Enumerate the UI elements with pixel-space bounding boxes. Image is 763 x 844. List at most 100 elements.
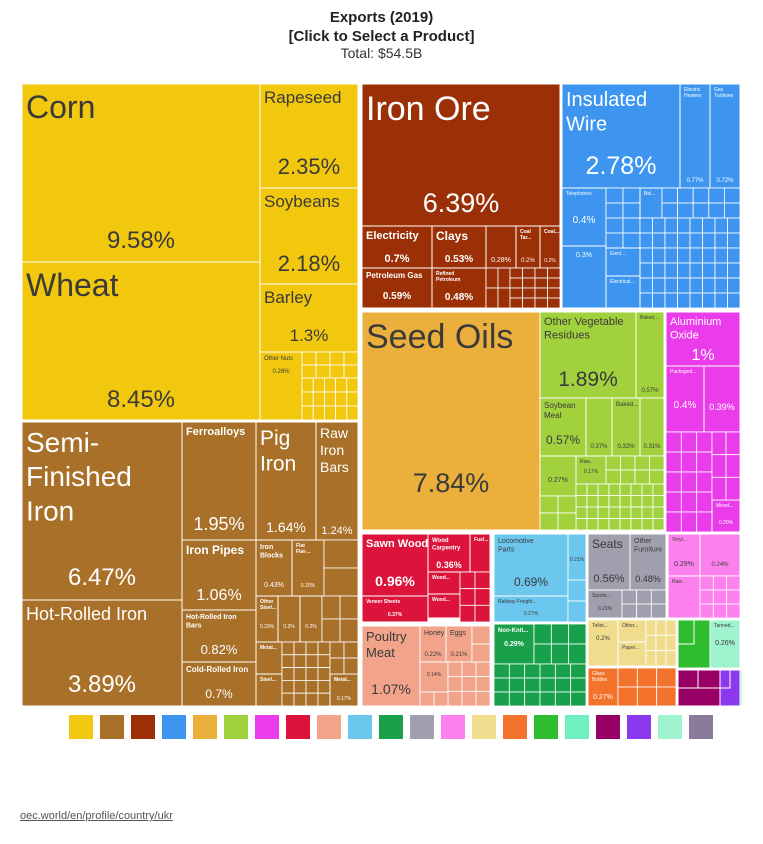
tile-rect[interactable] bbox=[665, 365, 705, 433]
tile-rect[interactable] bbox=[635, 311, 665, 399]
small-tile-plastics[interactable] bbox=[726, 589, 741, 605]
small-tile-chemical[interactable] bbox=[696, 491, 713, 513]
small-tile-transport[interactable] bbox=[567, 600, 587, 623]
small-tile-machines[interactable] bbox=[727, 262, 741, 279]
small-tile-food[interactable] bbox=[652, 483, 665, 496]
tile-eggs[interactable]: Eggs 0.21% bbox=[445, 625, 473, 663]
small-tile-food[interactable] bbox=[634, 455, 650, 471]
small-tile-machines[interactable] bbox=[708, 187, 725, 204]
small-tile-machines[interactable] bbox=[605, 202, 624, 219]
tile-rect[interactable] bbox=[291, 539, 325, 597]
tile-wood[interactable]: Wood... bbox=[427, 571, 461, 595]
small-tile-machines[interactable] bbox=[727, 232, 741, 249]
legend-swatch[interactable] bbox=[596, 715, 620, 739]
small-tile-machines[interactable] bbox=[724, 202, 741, 219]
small-tile-animal[interactable] bbox=[447, 690, 463, 707]
small-tile-metals[interactable] bbox=[305, 667, 319, 681]
small-tile-machines[interactable] bbox=[639, 232, 653, 249]
tile-rect[interactable] bbox=[361, 225, 433, 269]
small-tile-metals[interactable] bbox=[293, 680, 307, 694]
small-tile-minerals[interactable] bbox=[534, 287, 548, 299]
legend-swatch[interactable] bbox=[441, 715, 465, 739]
small-tile-machines[interactable] bbox=[692, 187, 710, 204]
small-tile-metals[interactable] bbox=[305, 641, 319, 656]
small-tile-food[interactable] bbox=[539, 495, 559, 514]
small-tile-machines[interactable] bbox=[652, 232, 666, 249]
tile-food-0-31[interactable]: 0.31% bbox=[639, 397, 665, 457]
small-tile-vegetable[interactable] bbox=[315, 351, 331, 366]
small-tile-chemical[interactable] bbox=[696, 451, 713, 473]
tile-metal[interactable]: Metal... bbox=[255, 641, 283, 675]
small-tile-food[interactable] bbox=[608, 483, 621, 496]
tile-machines-item[interactable]: 0.3% bbox=[561, 245, 607, 309]
small-tile-machines[interactable] bbox=[622, 232, 641, 249]
small-tile-instruments[interactable] bbox=[621, 589, 638, 605]
tile-animal-0-14[interactable]: 0.14% bbox=[419, 661, 449, 693]
small-tile-chemical[interactable] bbox=[680, 511, 698, 533]
small-tile-food[interactable] bbox=[575, 495, 588, 508]
small-tile-animal[interactable] bbox=[475, 661, 491, 678]
small-tile-plastics[interactable] bbox=[712, 589, 728, 605]
small-tile-metals[interactable] bbox=[281, 641, 295, 656]
small-tile-machines[interactable] bbox=[622, 187, 641, 204]
small-tile-machines[interactable] bbox=[622, 202, 641, 219]
tile-vinyl[interactable]: Vinyl... 0.29% bbox=[667, 533, 701, 577]
small-tile-food[interactable] bbox=[586, 506, 599, 519]
tile-hot-rolled-iron-bars[interactable]: Hot-Rolled Iron Bars 0.82% bbox=[181, 609, 257, 663]
tile-telephones[interactable]: Telephones 0.4% bbox=[561, 187, 607, 247]
small-tile-animal[interactable] bbox=[475, 676, 491, 692]
small-tile-minerals[interactable] bbox=[522, 297, 536, 309]
small-tile-vegetable[interactable] bbox=[312, 391, 325, 407]
tile-transport-0-21[interactable]: 0.21% bbox=[567, 533, 587, 581]
small-tile-purple[interactable] bbox=[677, 669, 699, 689]
small-tile-instruments[interactable] bbox=[650, 603, 667, 619]
small-tile-vegetable[interactable] bbox=[346, 405, 359, 421]
tile-rect[interactable] bbox=[255, 421, 317, 541]
tile-rect[interactable] bbox=[667, 575, 701, 619]
small-tile-purple[interactable] bbox=[677, 687, 721, 707]
small-tile-chemical[interactable] bbox=[696, 431, 713, 453]
tile-raw[interactable]: Raw... 0.17% bbox=[575, 455, 607, 485]
small-tile-food[interactable] bbox=[630, 506, 643, 519]
small-tile-chemical[interactable] bbox=[711, 431, 727, 456]
small-tile-metals[interactable] bbox=[329, 641, 345, 659]
select-product-link[interactable]: [Click to Select a Product] bbox=[288, 28, 475, 45]
small-tile-machines[interactable] bbox=[689, 247, 703, 264]
small-tile-metals[interactable] bbox=[317, 692, 331, 707]
small-tile-machines[interactable] bbox=[727, 247, 741, 264]
small-tile-machines[interactable] bbox=[639, 247, 653, 264]
small-tile-machines[interactable] bbox=[677, 292, 691, 309]
tile-rect[interactable] bbox=[605, 247, 641, 277]
small-tile-food[interactable] bbox=[641, 483, 654, 496]
small-tile-food[interactable] bbox=[619, 506, 632, 519]
small-tile-chemical[interactable] bbox=[696, 511, 713, 533]
small-tile-food[interactable] bbox=[649, 455, 665, 471]
small-tile-minerals[interactable] bbox=[509, 277, 523, 289]
small-tile-footwear[interactable] bbox=[656, 686, 677, 707]
small-tile-vegetable[interactable] bbox=[346, 391, 359, 407]
small-tile-food[interactable] bbox=[619, 483, 632, 496]
small-tile-textiles[interactable] bbox=[539, 663, 556, 679]
small-tile-vegetable[interactable] bbox=[312, 377, 325, 393]
small-tile-wood[interactable] bbox=[474, 588, 491, 606]
small-tile-machines[interactable] bbox=[714, 277, 728, 294]
tile-locomotive-parts[interactable]: Locomotive Parts 0.69% bbox=[493, 533, 569, 597]
tile-rect[interactable] bbox=[361, 625, 421, 707]
small-tile-minerals[interactable] bbox=[534, 267, 548, 279]
small-tile-metals[interactable] bbox=[343, 641, 359, 659]
small-tile-food[interactable] bbox=[557, 512, 577, 531]
small-tile-metals[interactable] bbox=[281, 654, 295, 668]
small-tile-metals[interactable] bbox=[339, 618, 359, 643]
small-tile-vegetable[interactable] bbox=[323, 391, 336, 407]
small-tile-minerals[interactable] bbox=[497, 287, 511, 309]
tile-other-furniture[interactable]: Other Furniture 0.48% bbox=[629, 533, 667, 591]
tile-barley[interactable]: Barley 1.3% bbox=[259, 283, 359, 353]
small-tile-machines[interactable] bbox=[702, 292, 716, 309]
tile-0-28-item[interactable]: 0.28% bbox=[485, 225, 517, 269]
tile-other[interactable]: Other... bbox=[617, 619, 647, 643]
tile-wood-b[interactable]: Wood... bbox=[427, 593, 461, 619]
small-tile-textiles[interactable] bbox=[539, 691, 556, 707]
tile-rect[interactable] bbox=[255, 673, 283, 707]
